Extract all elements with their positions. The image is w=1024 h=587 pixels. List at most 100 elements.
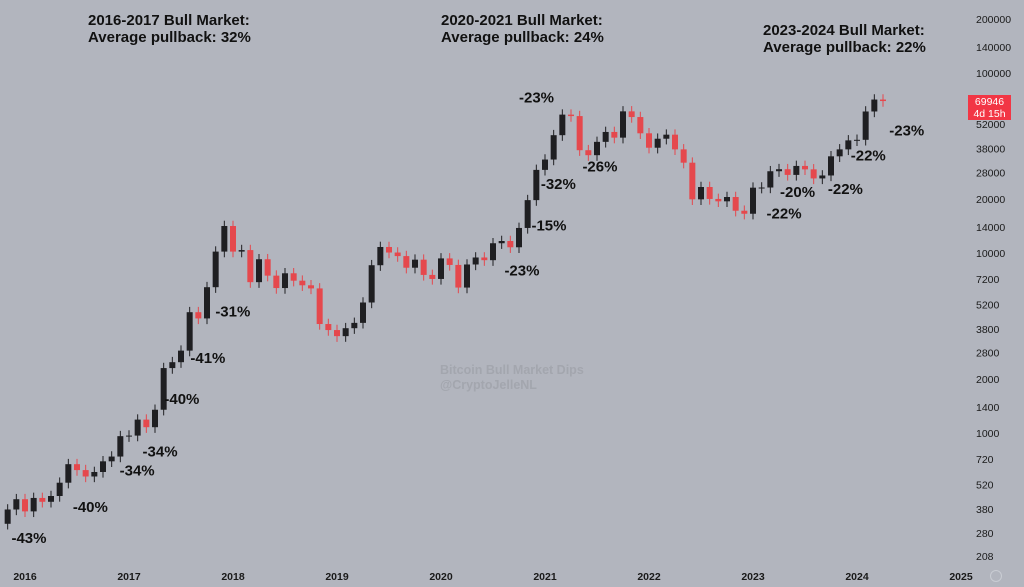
- candle-body: [412, 259, 418, 268]
- pullback-label: -41%: [190, 350, 225, 367]
- y-tick-label: 7200: [976, 274, 1000, 286]
- candle-body: [498, 241, 505, 244]
- last-price: 69946: [974, 96, 1005, 108]
- candle-body: [654, 138, 661, 148]
- candles: [4, 94, 886, 530]
- candle-body: [351, 322, 358, 329]
- header-subtitle: Average pullback: 24%: [441, 29, 604, 46]
- y-tick-label: 280: [976, 528, 994, 540]
- candle-body: [438, 258, 444, 279]
- y-tick-label: 1400: [976, 402, 1000, 414]
- candle-body: [680, 149, 687, 163]
- candle-body: [221, 226, 228, 252]
- pullback-label: -34%: [120, 463, 155, 480]
- header-subtitle: Average pullback: 22%: [763, 39, 926, 56]
- candle-body: [472, 257, 479, 265]
- candle-body: [698, 186, 704, 200]
- candle-body: [334, 330, 340, 337]
- candle-body: [854, 139, 860, 141]
- annotations: -43% -40% -34% -34% -40% -41% -31% -23% -32% -15%…: [11, 90, 924, 547]
- candle-body: [264, 259, 271, 276]
- candle-body: [871, 99, 878, 112]
- candle-countdown: 4d 15h: [973, 108, 1006, 120]
- candle-body: [403, 256, 410, 268]
- candle-body: [108, 456, 115, 462]
- candle-body: [82, 470, 89, 477]
- y-tick-label: 200000: [976, 14, 1011, 26]
- candle-body: [4, 509, 11, 524]
- candle-body: [394, 252, 401, 257]
- y-tick-label: 28000: [976, 168, 1005, 180]
- pullback-label: -32%: [541, 176, 576, 193]
- candle-body: [758, 187, 765, 189]
- candle-body: [611, 131, 618, 138]
- candle-body: [620, 111, 626, 138]
- x-tick-label: 2016: [13, 571, 37, 583]
- pullback-label: -43%: [11, 530, 46, 547]
- candle-body: [724, 197, 730, 202]
- candle-body: [663, 134, 670, 139]
- candle-body: [845, 140, 852, 150]
- candle-body: [672, 134, 678, 150]
- candle-body: [195, 312, 202, 319]
- pullback-label: -20%: [780, 184, 815, 201]
- candle-body: [316, 288, 323, 325]
- pullback-label: -34%: [143, 444, 178, 461]
- candle-body: [446, 258, 453, 265]
- candle-body: [689, 162, 696, 200]
- candle-body: [178, 350, 184, 363]
- candle-body: [13, 499, 20, 510]
- candle-body: [507, 241, 514, 248]
- candle-body: [429, 274, 436, 279]
- candle-body: [750, 187, 756, 214]
- x-tick-label: 2018: [221, 571, 245, 583]
- candle-body: [542, 159, 548, 170]
- candle-body: [39, 497, 46, 502]
- candle-body: [784, 169, 791, 175]
- y-axis: 208 280 380 520 720 1000 1400 2000 2800 3800 5200 7…: [976, 14, 1011, 563]
- candle-body: [576, 116, 583, 151]
- candle-body: [880, 99, 886, 102]
- candle-body: [186, 312, 193, 351]
- candle-body: [91, 471, 98, 477]
- y-tick-label: 2000: [976, 374, 1000, 386]
- header-title: 2016-2017 Bull Market:: [88, 12, 250, 29]
- candle-body: [65, 464, 72, 483]
- gear-icon[interactable]: [990, 570, 1002, 582]
- candle-body: [290, 273, 297, 281]
- x-tick-label: 2024: [845, 571, 869, 583]
- candle-body: [568, 114, 574, 117]
- candle-body: [117, 436, 124, 457]
- pullback-label: -22%: [851, 148, 886, 165]
- candle-body: [22, 499, 28, 512]
- candle-body: [368, 265, 375, 303]
- y-tick-label: 38000: [976, 144, 1005, 156]
- candle-body: [30, 497, 37, 512]
- candle-body: [550, 135, 557, 160]
- y-tick-label: 2800: [976, 348, 1000, 360]
- candle-body: [48, 496, 54, 502]
- y-tick-label: 520: [976, 479, 994, 491]
- candle-body: [282, 273, 288, 289]
- candle-body: [360, 302, 366, 323]
- candle-body: [100, 461, 106, 472]
- y-tick-label: 208: [976, 551, 994, 563]
- candle-body: [56, 482, 63, 497]
- candle-body: [628, 111, 635, 118]
- candle-body: [230, 226, 236, 252]
- candle-body: [793, 165, 800, 175]
- candle-body: [212, 251, 219, 288]
- pullback-label: -22%: [828, 181, 863, 198]
- y-tick-label: 10000: [976, 248, 1005, 260]
- candle-body: [377, 246, 384, 266]
- pullback-label: -31%: [215, 303, 250, 320]
- candle-body: [325, 324, 332, 331]
- candle-body: [490, 243, 496, 261]
- candle-body: [247, 250, 254, 283]
- candle-body: [516, 227, 522, 248]
- y-tick-label: 20000: [976, 194, 1005, 206]
- candle-body: [819, 175, 826, 179]
- candle-body: [342, 328, 349, 337]
- candle-body: [585, 150, 592, 156]
